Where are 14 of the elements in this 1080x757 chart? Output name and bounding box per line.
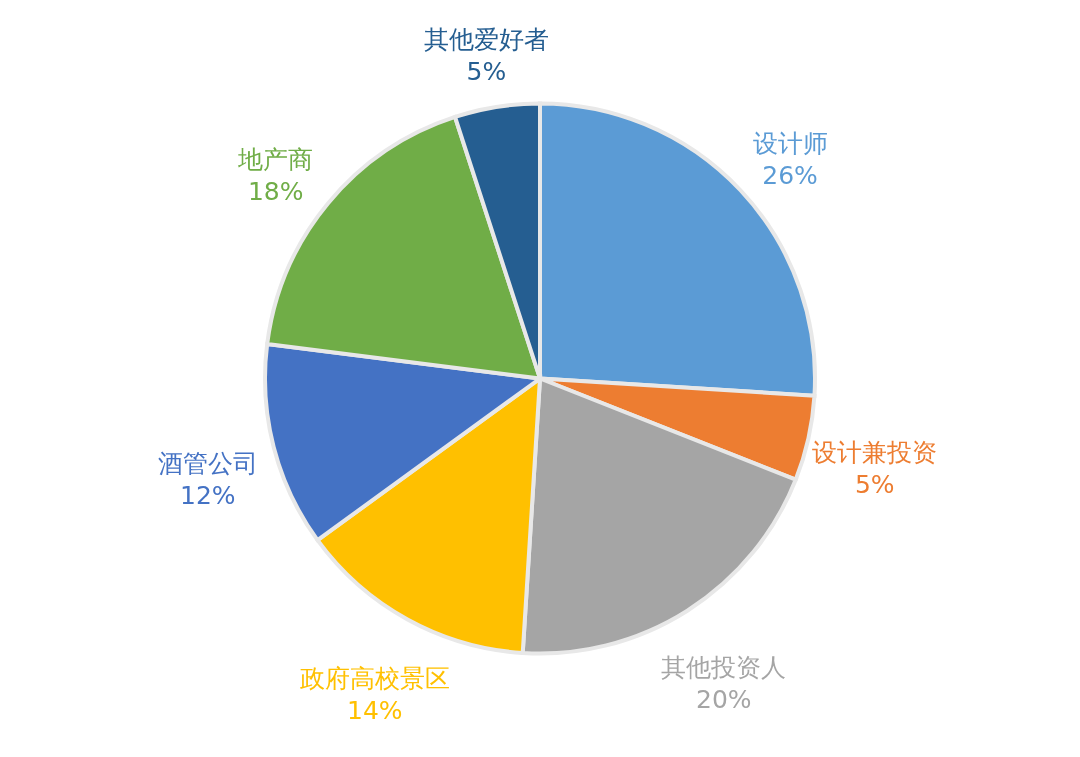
data-label: 18% — [247, 176, 304, 206]
data-label: 5% — [854, 470, 895, 500]
slice-label: 设计兼投资 — [812, 438, 938, 468]
data-label: 12% — [179, 480, 236, 510]
data-label: 14% — [346, 696, 403, 726]
slice-label: 酒管公司 — [157, 448, 258, 478]
slice-label: 其他爱好者 — [423, 24, 549, 54]
data-label: 5% — [466, 56, 507, 86]
slice-label: 其他投资人 — [661, 653, 787, 683]
data-label: 26% — [762, 160, 818, 190]
slice-label: 政府高校景区 — [299, 664, 450, 694]
data-label: 20% — [696, 685, 752, 715]
slice-label: 设计师 — [752, 128, 828, 158]
slice-label: 地产商 — [237, 144, 314, 174]
